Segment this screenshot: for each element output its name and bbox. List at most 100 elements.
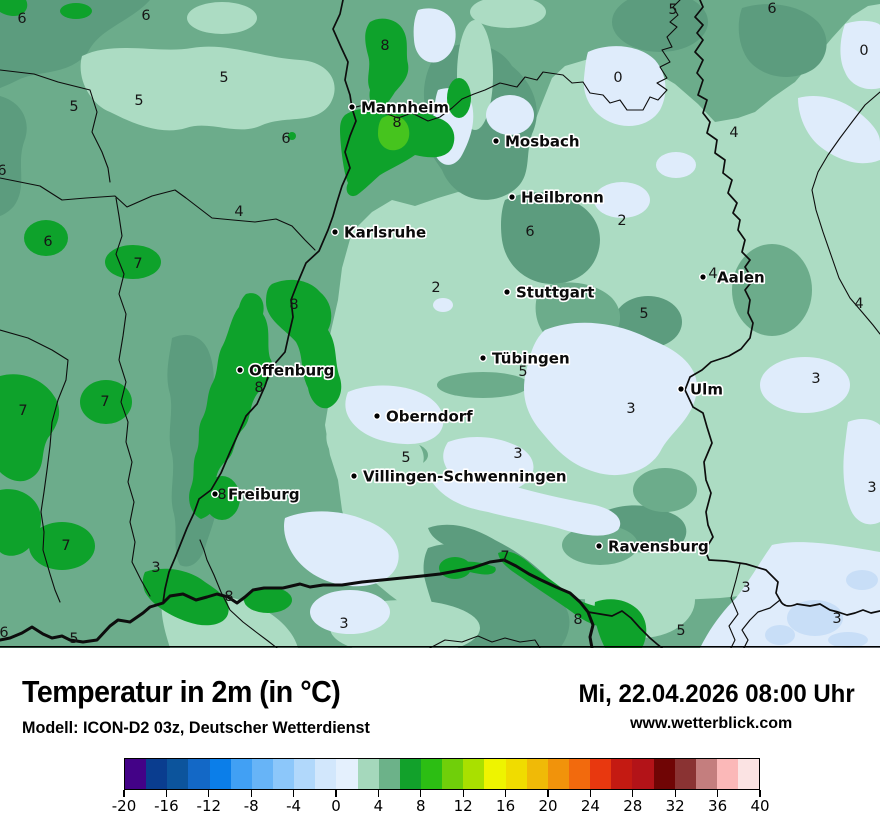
colorbar-cell (653, 759, 675, 789)
temp-label: 4 (729, 125, 738, 141)
temp-label: 4 (234, 204, 243, 220)
city-marker-heilbronn: Heilbronn (508, 187, 605, 208)
map-shape (0, 0, 28, 16)
temp-label: 6 (43, 234, 52, 250)
temp-label: 8 (289, 297, 298, 313)
colorbar-cell (167, 759, 189, 789)
map-shape (0, 558, 595, 648)
map-shape (811, 91, 880, 335)
colorbar-cell (146, 759, 168, 789)
map-shape (0, 177, 316, 251)
tick-label: 24 (580, 797, 600, 815)
city-dot (331, 227, 340, 236)
temp-label: 3 (626, 401, 635, 417)
caption-left: Temperatur in 2m (in °C) Modell: ICON-D2… (22, 674, 388, 738)
colorbar-cell (125, 759, 147, 789)
city-marker-freiburg: Freiburg (210, 484, 301, 505)
colorbar-cell (505, 759, 527, 789)
temp-label: 3 (867, 480, 876, 496)
map-shape (413, 8, 456, 63)
temp-label: 5 (676, 623, 685, 639)
map-shape (779, 599, 880, 616)
city-label: Freiburg (228, 486, 300, 504)
tick-label: 28 (623, 797, 643, 815)
city-marker-offenburg: Offenburg (235, 360, 336, 381)
map-shape (105, 245, 161, 279)
tick-mark (547, 790, 549, 797)
valid-datetime: Mi, 22.04.2026 08:00 Uhr (578, 680, 855, 708)
temperature-colorbar (124, 758, 760, 790)
temp-label: 3 (811, 371, 820, 387)
city-dot (210, 490, 219, 499)
temp-label: 7 (18, 403, 27, 419)
map-shape (728, 563, 741, 648)
colorbar-cell (336, 759, 358, 789)
tick-mark (335, 790, 337, 797)
city-marker-mannheim: Mannheim (348, 97, 451, 118)
city-label: Offenburg (249, 362, 334, 380)
temp-label: 2 (617, 213, 626, 229)
map-shape (684, 0, 781, 601)
temp-label: 8 (224, 589, 233, 605)
map-shape (0, 0, 150, 88)
colorbar-cell (632, 759, 654, 789)
city-dot (508, 192, 517, 201)
tick-label: -12 (196, 797, 222, 815)
temp-label: 7 (133, 256, 142, 272)
map-shape (115, 197, 151, 597)
colorbar-cell (315, 759, 337, 789)
map-shape (612, 0, 708, 52)
temp-label: 5 (219, 70, 228, 86)
temp-label: 5 (69, 631, 78, 647)
tick-mark (123, 790, 125, 797)
colorbar-cell (420, 759, 443, 789)
colorbar-cell (188, 759, 210, 789)
temp-label: 7 (500, 549, 509, 565)
map-shape (199, 539, 278, 648)
city-marker-t-bingen: Tübingen (479, 348, 571, 369)
city-dot (503, 288, 512, 297)
colorbar-cell (568, 759, 591, 789)
map-shape (486, 95, 534, 135)
temp-label: 3 (513, 446, 522, 462)
city-label: Mannheim (361, 99, 449, 117)
city-label: Ulm (690, 381, 723, 399)
map-shape (594, 182, 650, 218)
temp-label: 4 (854, 296, 863, 312)
map-shape (843, 418, 880, 525)
tick-label: -8 (243, 797, 259, 815)
colorbar-ticks (123, 790, 761, 798)
city-label: Aalen (717, 269, 765, 287)
map-shape (162, 0, 357, 604)
tick-mark (632, 790, 634, 797)
city-dot (677, 385, 686, 394)
colorbar-cell (716, 759, 739, 789)
temp-label: 5 (639, 306, 648, 322)
map-frame-bottom (0, 646, 880, 648)
map-shape (846, 570, 878, 590)
temp-label: 0 (859, 43, 868, 59)
city-marker-ulm: Ulm (677, 379, 725, 400)
city-marker-ravensburg: Ravensburg (595, 536, 710, 557)
tick-label: -16 (154, 797, 179, 815)
temp-label: 7 (61, 538, 70, 554)
tick-mark (250, 790, 252, 797)
map-shape (60, 3, 92, 19)
tick-label: 32 (665, 797, 685, 815)
map-shape (80, 46, 335, 131)
tick-mark (504, 790, 507, 797)
city-markers: Mannheim Mosbach Heilbronn Karlsruhe Stuttga… (210, 97, 766, 557)
map-shape (433, 298, 453, 312)
colorbar-cell (251, 759, 273, 789)
colorbar-cell (272, 759, 295, 789)
temperature-shading (0, 0, 880, 648)
temp-label: 3 (151, 560, 160, 576)
city-marker-karlsruhe: Karlsruhe (331, 222, 428, 243)
city-marker-aalen: Aalen (699, 267, 766, 288)
temperature-value-labels: 6 6 5 5 5 8 8 6 6 4 6 7 8 2 5 6 0 0 4 2 6 4 5 4 8 7 7 5 7 3 8 3 5 6 8 5 3 3 3 3… (0, 1, 877, 647)
city-dot (350, 472, 359, 481)
temp-label: 5 (518, 364, 527, 380)
colorbar-cell (442, 759, 464, 789)
map-shape (0, 329, 69, 603)
